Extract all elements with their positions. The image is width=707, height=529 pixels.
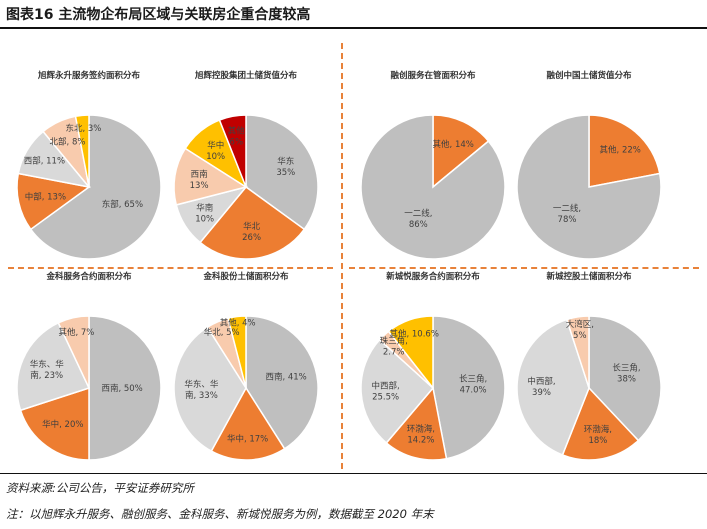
slice-label: 华中, 20% — [42, 419, 83, 430]
pie-slice-华中 — [210, 386, 286, 461]
pie-slice-其他 — [57, 315, 90, 389]
slice-label: 东北, 3% — [65, 123, 101, 134]
pie-slice-其他 — [387, 315, 434, 391]
pie-svg: 西南, 50% 华中, 20% 华东、华南, 23% 其他, 7% — [16, 315, 162, 461]
pie-slice-西南 — [173, 147, 248, 206]
pie-svg: 其他, 14% 一二线, 86% — [360, 114, 506, 260]
chart-title: 旭辉永升服务签约面积分布 — [37, 71, 140, 81]
slice-label: 大湾区, 5% — [566, 319, 594, 341]
pie-slice-其他 — [432, 114, 490, 189]
chart-title: 融创中国土储货值分布 — [546, 71, 632, 81]
figure-header: 图表16 主流物企布局区域与关联房企重合度较高 — [0, 0, 707, 29]
slice-label: 北部, 8% — [50, 136, 86, 147]
pie-slice-长三角 — [588, 315, 662, 442]
pie-chart-sunac-china: 融创中国土储货值分布其他, 22% 一二线, 78% — [514, 69, 664, 289]
pie-chart-sunac-services: 融创服务在管面积分布其他, 14% 一二线, 86% — [358, 69, 508, 289]
slice-label: 环渤海, 14.2% — [407, 424, 435, 446]
slice-label: 华南 10% — [195, 203, 214, 225]
pie-slice-中西部 — [360, 338, 435, 444]
pie-slice-华东、华南 — [173, 326, 247, 453]
chart-title: 新城控股土储面积分布 — [546, 272, 632, 282]
pie-slice-大湾区 — [565, 315, 590, 389]
slice-label: 华东、华南, 33% — [184, 379, 219, 401]
pie-slice-东北 — [74, 114, 90, 188]
figure-title: 图表16 主流物企布局区域与关联房企重合度较高 — [6, 7, 311, 23]
slice-label: 长三角, 38% — [612, 363, 640, 385]
pie-slice-其他 — [218, 114, 247, 188]
slice-label: 其他, 10.6% — [389, 329, 438, 340]
slice-label: 其他, 7% — [58, 327, 94, 338]
pie-svg: 华东 35% 华北 26% 华南 10% 西南 13% 华中 10%其他 6% — [173, 114, 319, 260]
slice-label: 西南, 50% — [101, 383, 142, 394]
pie-svg: 西南, 41% 华中, 17% 华东、华南, 33% 华北, 5%其他, 4% — [173, 315, 319, 461]
slice-label: 一二线, 86% — [404, 208, 432, 230]
pie-chart-xuhui-yongsheng: 旭辉永升服务签约面积分布 东部, 65% 中部, 13% 西部, 11% 北部, 8% 东… — [14, 69, 164, 289]
pie-svg: 长三角, 38% 环渤海, 18% 中西部, 39% 大湾区, 5% — [516, 315, 662, 461]
horizontal-separator-left — [8, 267, 333, 269]
pie-slice-西南 — [88, 315, 162, 461]
slice-label: 珠三角, 2.7% — [380, 335, 408, 357]
chart-title: 融创服务在管面积分布 — [390, 71, 476, 81]
pie-slice-一二线 — [516, 114, 662, 260]
slice-label: 中西部, 25.5% — [371, 381, 399, 403]
slice-label: 东部, 65% — [102, 199, 143, 210]
chart-title: 旭辉控股集团土储货值分布 — [194, 71, 297, 81]
footnote: 注：以旭辉永升服务、融创服务、金科服务、新城悦服务为例，数据截至 2020 年末 — [6, 507, 434, 521]
slice-label: 西南 13% — [190, 169, 209, 191]
vertical-separator — [341, 43, 343, 469]
slice-label: 华东 35% — [276, 156, 295, 178]
slice-label: 一二线, 78% — [553, 203, 581, 225]
pie-slice-长三角 — [432, 315, 506, 460]
slice-label: 西部, 11% — [24, 156, 65, 167]
pie-svg: 其他, 22% 一二线, 78% — [516, 114, 662, 260]
slice-label: 华东、华南, 23% — [30, 359, 65, 381]
slice-label: 华北, 5% — [204, 327, 240, 338]
pie-chart-xuhui-holdings: 旭辉控股集团土储货值分布华东 35% 华北 26% 华南 10% 西南 13% 华中 10% 其他 6… — [171, 69, 321, 289]
slice-label: 其他 6% — [228, 126, 246, 148]
pie-slice-华中 — [19, 386, 90, 461]
slice-label: 华中 10% — [206, 140, 225, 162]
pie-chart-xincheng-holdings: 新城控股土储面积分布长三角, 38% 环渤海, 18% 中西部, 39% 大湾区, 5% — [514, 270, 664, 490]
pie-svg: 长三角, 47.0% 环渤海, 14.2% 中西部, 25.5% 珠三角, 2.7%其他, 1… — [360, 315, 506, 461]
slice-label: 长三角, 47.0% — [459, 374, 487, 396]
chart-title: 金科股份土储面积分布 — [203, 272, 289, 282]
pie-slice-华北 — [199, 185, 306, 260]
slice-label: 华北 26% — [242, 221, 261, 243]
footer-rule — [0, 473, 707, 474]
pie-svg: 东部, 65% 中部, 13% 西部, 11% 北部, 8% 东北, 3% — [16, 114, 162, 260]
pie-chart-xincheng-yue: 新城悦服务合约面积分布长三角, 47.0% 环渤海, 14.2% 中西部, 25.5% 珠三… — [358, 270, 508, 490]
chart-title: 金科服务合约面积分布 — [46, 272, 132, 282]
slice-label: 西南, 41% — [265, 371, 306, 382]
header-rule — [0, 27, 707, 29]
slice-label: 其他, 22% — [600, 144, 641, 155]
pie-slice-环渤海 — [385, 386, 448, 461]
source-note: 资料来源:公司公告，平安证券研究所 — [6, 481, 194, 495]
pie-slice-环渤海 — [561, 386, 640, 461]
horizontal-separator-right — [349, 267, 699, 269]
pie-slice-华东、华南 — [16, 321, 91, 412]
slice-label: 其他, 14% — [433, 139, 474, 150]
pie-slice-一二线 — [360, 114, 506, 260]
pie-slice-中西部 — [516, 318, 590, 456]
pie-slice-其他 — [227, 315, 247, 389]
chart-title: 新城悦服务合约面积分布 — [386, 272, 480, 282]
pie-chart-jinke-holdings: 金科股份土储面积分布西南, 41% 华中, 17% 华东、华南, 33% 华北, 5%… — [171, 270, 321, 490]
slice-label: 华中, 17% — [227, 433, 268, 444]
slice-label: 中部, 13% — [25, 192, 66, 203]
slice-label: 中西部, 39% — [527, 376, 555, 398]
pie-slice-东部 — [29, 114, 162, 260]
slice-label: 其他, 4% — [220, 317, 256, 328]
chart-grid: 旭辉永升服务签约面积分布 东部, 65% 中部, 13% 西部, 11% 北部, 8% 东… — [0, 29, 707, 469]
pie-slice-其他 — [588, 114, 661, 188]
pie-chart-jinke-services: 金科服务合约面积分布西南, 50% 华中, 20% 华东、华南, 23% 其他, 7% — [14, 270, 164, 490]
pie-slice-华东 — [245, 114, 319, 231]
slice-label: 环渤海, 18% — [584, 424, 612, 446]
pie-slice-中部 — [16, 172, 91, 231]
